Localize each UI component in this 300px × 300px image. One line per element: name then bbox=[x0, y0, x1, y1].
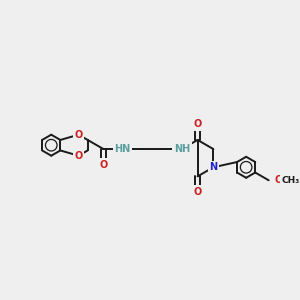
Text: O: O bbox=[99, 160, 108, 170]
Text: O: O bbox=[74, 130, 83, 140]
Text: O: O bbox=[74, 151, 83, 161]
Text: O: O bbox=[194, 187, 202, 197]
Text: NH: NH bbox=[174, 144, 190, 154]
Text: N: N bbox=[209, 162, 217, 172]
Text: O: O bbox=[274, 175, 283, 185]
Text: O: O bbox=[194, 119, 202, 130]
Text: HN: HN bbox=[115, 144, 131, 154]
Text: CH₃: CH₃ bbox=[281, 176, 300, 185]
